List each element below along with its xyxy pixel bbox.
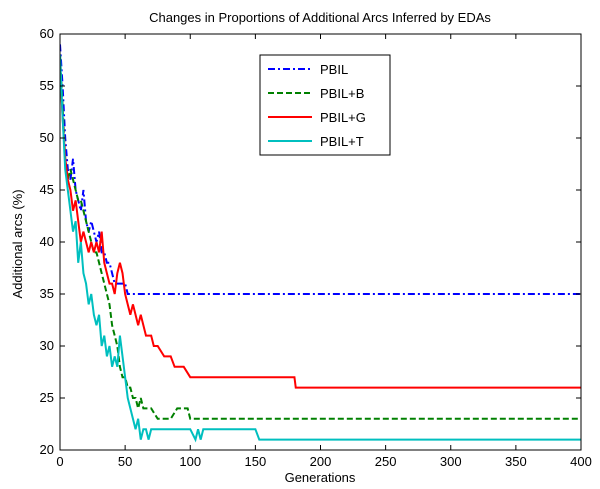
legend-label-3: PBIL+G xyxy=(320,110,366,125)
y-tick-label: 40 xyxy=(40,234,54,249)
x-axis-label: Generations xyxy=(285,470,356,485)
plot-area: 0 50 100 150 200 250 300 350 400 20 25 30 35 40 45 50 55… xyxy=(40,26,592,469)
y-axis-label: Additional arcs (%) xyxy=(10,189,25,298)
x-tick-label: 400 xyxy=(570,454,592,469)
y-tick-label: 60 xyxy=(40,26,54,41)
y-tick-label: 30 xyxy=(40,338,54,353)
y-tick-label: 45 xyxy=(40,182,54,197)
legend-box xyxy=(259,54,391,156)
x-tick-label: 150 xyxy=(245,454,267,469)
legend: PBIL PBIL+B PBIL+G PBIL+T xyxy=(259,54,391,156)
y-tick-label: 25 xyxy=(40,390,54,405)
series-line-4 xyxy=(60,54,581,443)
y-tick-label: 55 xyxy=(40,78,54,93)
legend-label-4: PBIL+T xyxy=(320,134,364,149)
chart-title: Changes in Proportions of Additional Arc… xyxy=(149,10,491,25)
x-tick-label: 200 xyxy=(310,454,332,469)
y-tick-label: 35 xyxy=(40,286,54,301)
x-tick-label: 300 xyxy=(440,454,462,469)
y-tick-label: 20 xyxy=(40,442,54,457)
legend-label-1: PBIL xyxy=(320,62,348,77)
legend-label-2: PBIL+B xyxy=(320,86,364,101)
x-tick-label: 50 xyxy=(118,454,132,469)
x-tick-label: 350 xyxy=(505,454,527,469)
x-tick-label: 250 xyxy=(375,454,397,469)
series-line-3 xyxy=(60,65,581,389)
x-tick-label: 0 xyxy=(56,454,63,469)
y-tick-label: 50 xyxy=(40,130,54,145)
x-tick-label: 100 xyxy=(179,454,201,469)
